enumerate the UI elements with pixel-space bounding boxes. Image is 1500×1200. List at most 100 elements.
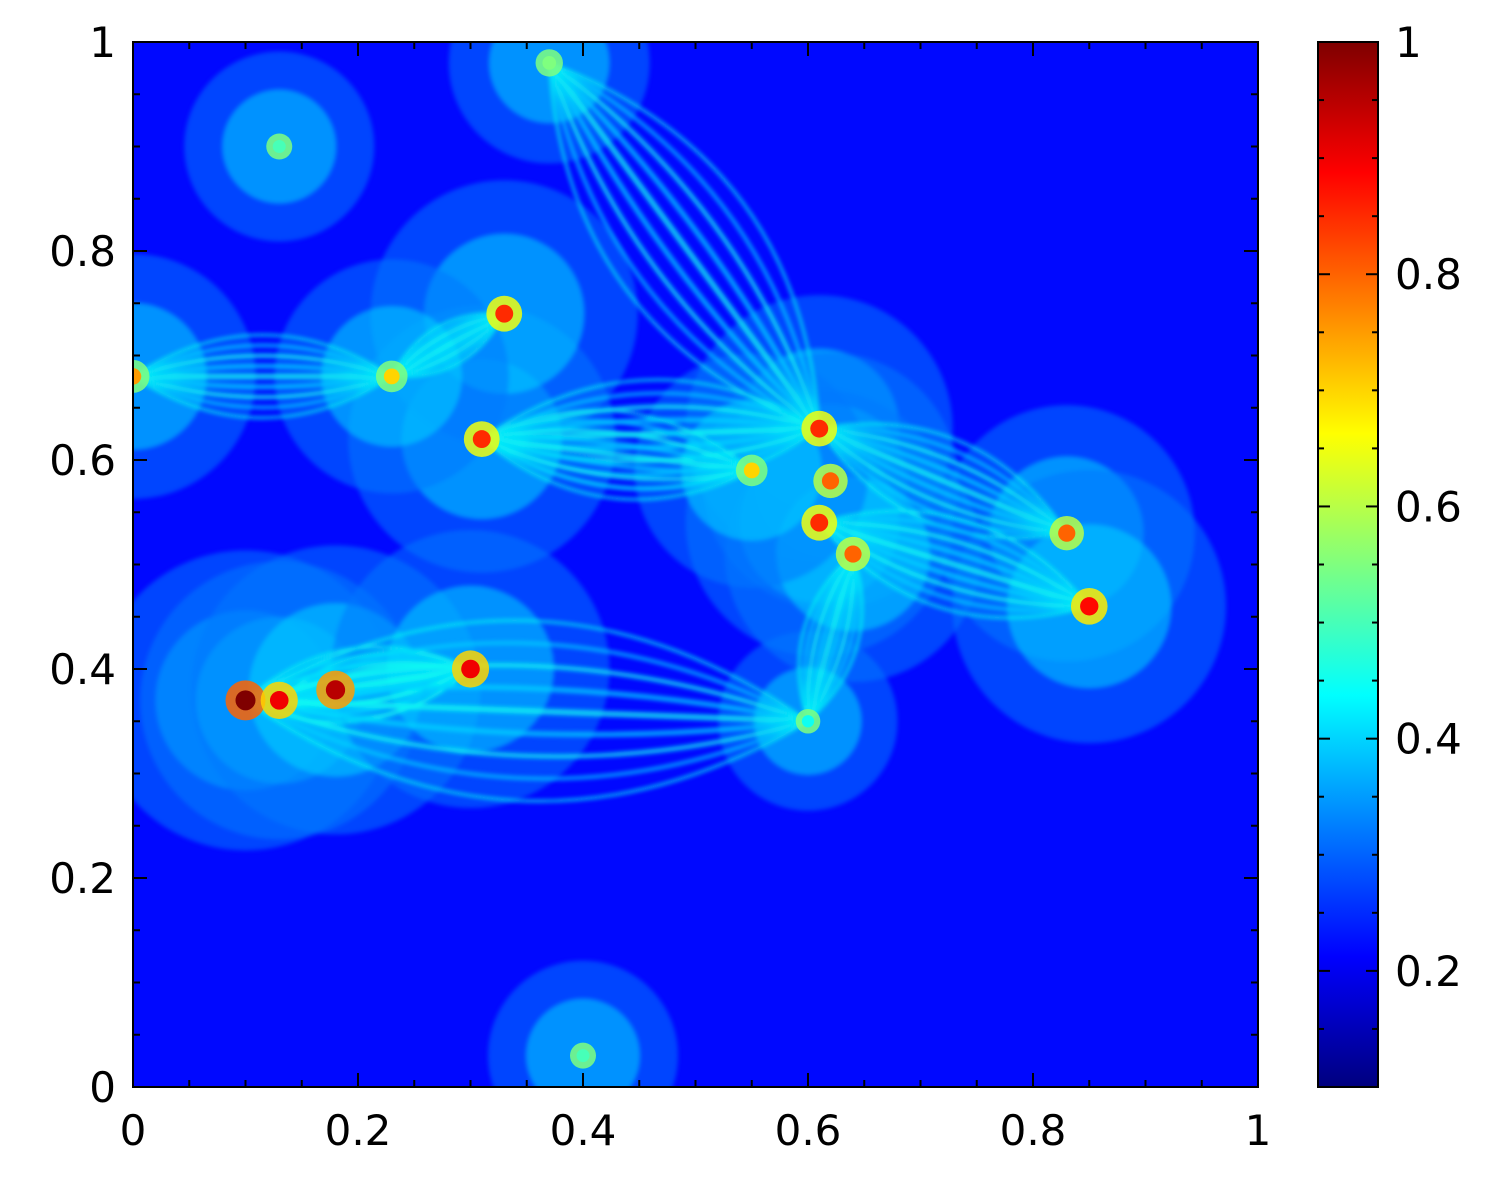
bright-kernel <box>810 513 829 532</box>
coronal-loop <box>481 428 753 473</box>
colorbar-tick-label: 1 <box>1395 18 1422 67</box>
y-tick-label: 1 <box>89 18 116 67</box>
colorbar-tick-label: 0.6 <box>1395 482 1462 531</box>
bright-kernel <box>844 545 862 563</box>
coronal-loop <box>244 698 809 781</box>
coronal-loop <box>244 698 809 759</box>
coronal-loop <box>547 62 820 430</box>
x-axis-ticks <box>132 42 1259 1087</box>
bright-kernel <box>495 304 514 323</box>
coronal-loop <box>244 619 809 723</box>
coronal-loop <box>802 552 855 722</box>
coronal-loop <box>133 375 393 420</box>
coronal-loop <box>278 650 472 702</box>
x-tick-label: 0.4 <box>550 1106 617 1155</box>
x-tick-label: 0.2 <box>325 1106 392 1155</box>
bright-kernel <box>801 715 815 728</box>
coronal-loop <box>818 509 1091 608</box>
coronal-loop <box>244 699 809 803</box>
colorbar: 0.2 0.4 0.6 0.8 1 <box>1317 18 1462 1088</box>
bright-kernel <box>133 368 142 385</box>
bright-kernel <box>810 419 829 438</box>
bright-kernel <box>269 691 289 710</box>
y-tick-label: 0.8 <box>49 227 116 276</box>
bright-kernel <box>461 659 480 679</box>
coronal-loop <box>244 641 809 723</box>
x-tick-label: 0.6 <box>775 1106 842 1155</box>
colorbar-ticks <box>1318 41 1378 1030</box>
coronal-loop <box>818 520 1091 609</box>
coronal-loop <box>805 553 856 723</box>
coronal-loop <box>480 438 753 501</box>
coronal-loop <box>805 552 855 722</box>
bright-kernel <box>542 56 557 70</box>
y-axis-ticks <box>133 41 1258 1088</box>
bright-kernel-layer <box>133 49 1108 1069</box>
coronal-loop <box>819 426 1069 535</box>
coronal-loop <box>546 61 822 431</box>
y-tick-label: 0.6 <box>49 436 116 485</box>
coronal-loop <box>133 353 393 379</box>
coronal-loop <box>806 553 856 723</box>
colorbar-tick-label: 0.2 <box>1395 947 1462 996</box>
bright-kernel <box>472 430 491 449</box>
coronal-loop <box>818 519 1091 610</box>
coronal-loop <box>480 378 820 441</box>
bright-kernel <box>743 462 760 479</box>
y-axis-tick-labels: 0 0.2 0.4 0.6 0.8 1 <box>49 18 116 1112</box>
coronal-loop <box>481 436 753 474</box>
coronal-loop <box>480 391 820 441</box>
coronal-loop <box>819 520 1091 609</box>
coronal-loop <box>133 333 393 378</box>
bright-kernel <box>235 690 256 711</box>
heatmap-plot-area <box>133 42 1258 1087</box>
coronal-loop <box>481 436 752 474</box>
x-tick-label: 0 <box>120 1106 147 1155</box>
colorbar-tick-labels: 0.2 0.4 0.6 0.8 1 <box>1395 18 1462 996</box>
coronal-loop <box>817 426 1067 536</box>
y-tick-label: 0 <box>89 1063 116 1112</box>
coronal-loop <box>133 374 393 410</box>
coronal-loop <box>480 437 753 482</box>
coronal-loop <box>817 426 1068 536</box>
y-tick-label: 0.2 <box>49 854 116 903</box>
coronal-loop <box>546 61 822 431</box>
coronal-loop <box>481 408 753 472</box>
bright-kernel <box>1058 524 1076 542</box>
coronal-loop <box>133 374 393 400</box>
coronal-loop <box>805 552 856 722</box>
coronal-loop <box>818 425 1068 536</box>
coronal-loop <box>244 697 809 738</box>
coronal-loop <box>817 427 1067 536</box>
bright-kernel <box>1080 597 1099 616</box>
bright-kernel <box>272 140 286 153</box>
coronal-loop <box>807 553 864 723</box>
coronal-loop <box>133 363 393 379</box>
colorbar-gradient <box>1317 41 1379 1088</box>
bright-kernel <box>383 368 400 385</box>
coronal-loop <box>480 437 753 491</box>
coronal-loop <box>819 426 1069 535</box>
x-tick-label: 0.8 <box>1000 1106 1067 1155</box>
bright-kernel <box>821 472 840 490</box>
coronal-loop <box>547 61 822 430</box>
coronal-loop <box>797 553 854 722</box>
coronal-loop <box>818 426 1069 536</box>
x-tick-label: 1 <box>1245 1106 1272 1155</box>
bright-kernel <box>325 680 346 700</box>
x-axis-tick-labels: 0 0.2 0.4 0.6 0.8 1 <box>120 1106 1272 1155</box>
coronal-loop <box>818 516 1091 608</box>
coronal-loop <box>481 435 753 473</box>
coronal-loop <box>547 62 821 431</box>
colorbar-tick-label: 0.8 <box>1395 250 1462 299</box>
coronal-loop <box>547 62 821 431</box>
coronal-loop <box>548 61 821 429</box>
coronal-loop <box>133 343 393 379</box>
colorbar-tick-label: 0.4 <box>1395 715 1462 764</box>
coronal-loop <box>819 422 1068 534</box>
y-tick-label: 0.4 <box>49 645 116 694</box>
coronal-loop <box>481 418 753 472</box>
coronal-loop <box>806 553 859 723</box>
coronal-loop <box>547 61 822 430</box>
